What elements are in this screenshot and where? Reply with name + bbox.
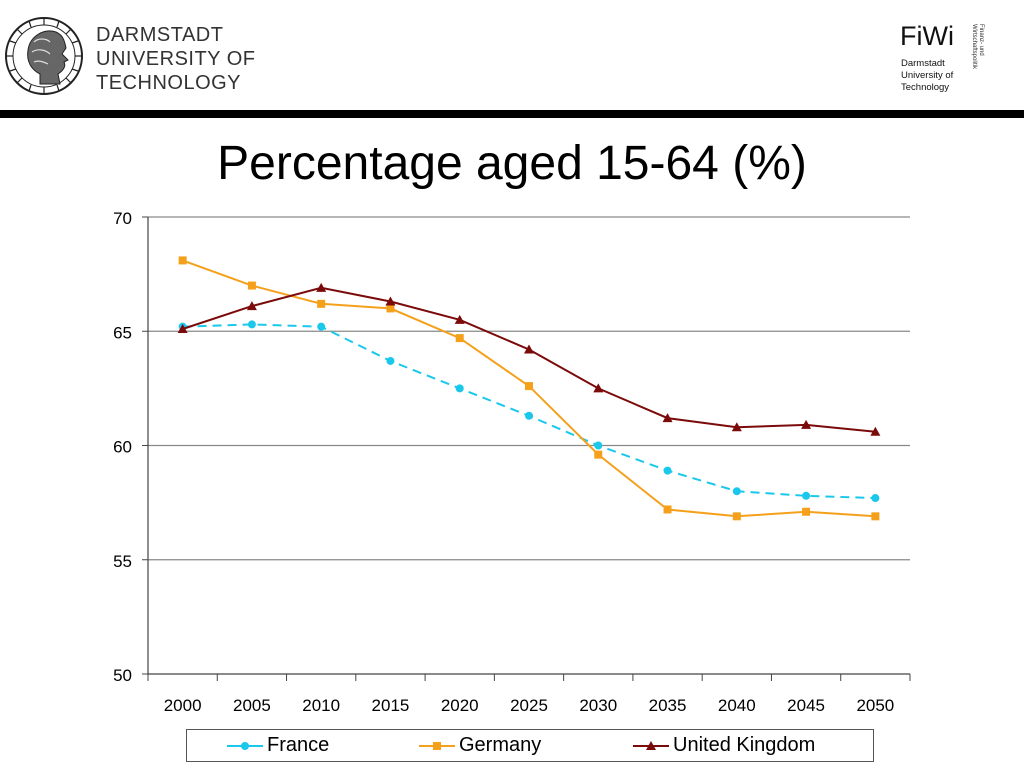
data-point-germany [802, 507, 811, 516]
data-point-france [386, 356, 395, 365]
header-rule [0, 110, 1024, 118]
university-name: DARMSTADT UNIVERSITY OF TECHNOLOGY [96, 23, 316, 95]
legend-marker-united-kingdom [633, 740, 669, 750]
data-point-united-kingdom [593, 383, 604, 393]
y-tick-label: 70 [113, 209, 132, 228]
data-point-france [317, 322, 326, 331]
series-line-united-kingdom [182, 286, 876, 433]
data-point-united-kingdom [246, 301, 257, 311]
x-tick-label: 2005 [233, 696, 271, 715]
x-tick-label: 2050 [856, 696, 894, 715]
legend-item-germany: Germany [419, 730, 541, 761]
legend-label-united-kingdom: United Kingdom [673, 734, 816, 756]
y-tick-label: 65 [113, 323, 132, 342]
data-point-united-kingdom [316, 282, 327, 292]
legend-item-france: France [227, 730, 329, 761]
chart-legend: France Germany United Kingdom [186, 729, 874, 762]
data-point-germany [525, 382, 533, 391]
x-tick-label: 2030 [579, 696, 617, 715]
fiwi-title: FiWi [900, 21, 954, 51]
data-point-united-kingdom [524, 344, 534, 354]
x-tick-label: 2035 [649, 696, 687, 715]
chart-title: Percentage aged 15-64 (%) [217, 137, 807, 190]
legend-marker-germany [419, 741, 455, 750]
university-name-line: DARMSTADT [96, 24, 224, 46]
university-seal-icon [5, 17, 83, 95]
data-point-germany [247, 281, 256, 290]
data-point-germany [455, 334, 464, 343]
legend-marker-france [227, 741, 263, 750]
header: DARMSTADT UNIVERSITY OF TECHNOLOGY FiWi … [0, 0, 1024, 110]
fiwi-subtitle: Darmstadt University of Technology [901, 58, 953, 94]
y-tick-label: 60 [113, 438, 132, 457]
data-point-france [525, 411, 533, 420]
x-tick-label: 2045 [787, 696, 825, 715]
data-point-united-kingdom [870, 426, 881, 436]
data-point-france [663, 466, 672, 475]
data-point-united-kingdom [385, 296, 396, 306]
x-tick-label: 2010 [302, 696, 340, 715]
fiwi-subtitle-line: University of [901, 70, 954, 81]
data-point-united-kingdom [801, 419, 812, 429]
x-tick-label: 2040 [718, 696, 756, 715]
data-point-germany [178, 256, 187, 265]
university-name-line: UNIVERSITY OF [96, 48, 256, 70]
data-point-france [871, 494, 880, 503]
y-tick-label: 55 [113, 552, 132, 571]
x-tick-label: 2025 [510, 696, 548, 715]
fiwi-subtitle-line: Technology [901, 82, 950, 93]
x-tick-label: 2020 [441, 696, 479, 715]
data-point-germany [663, 505, 672, 514]
data-point-france [455, 384, 464, 393]
legend-label-germany: Germany [459, 734, 542, 756]
data-point-germany [317, 299, 326, 308]
data-point-france [594, 441, 603, 450]
fiwi-subtitle-line: Darmstadt [901, 58, 945, 69]
data-point-germany [871, 512, 880, 521]
fiwi-logo: FiWi Darmstadt University of Technology … [900, 20, 1010, 100]
data-point-france [247, 320, 256, 329]
data-point-germany [386, 304, 395, 313]
data-point-france [732, 487, 741, 496]
university-name-line: TECHNOLOGY [96, 72, 242, 94]
data-point-germany [732, 512, 741, 521]
x-tick-label: 2015 [372, 696, 410, 715]
x-tick-label: 2000 [164, 696, 202, 715]
data-point-france [802, 491, 811, 500]
data-point-germany [594, 450, 603, 459]
data-point-united-kingdom [731, 422, 742, 432]
legend-label-france: France [267, 734, 330, 756]
y-tick-label: 50 [113, 666, 132, 685]
data-point-united-kingdom [454, 314, 465, 324]
data-point-united-kingdom [177, 323, 188, 333]
data-point-united-kingdom [662, 413, 673, 423]
legend-item-united-kingdom: United Kingdom [633, 730, 815, 761]
